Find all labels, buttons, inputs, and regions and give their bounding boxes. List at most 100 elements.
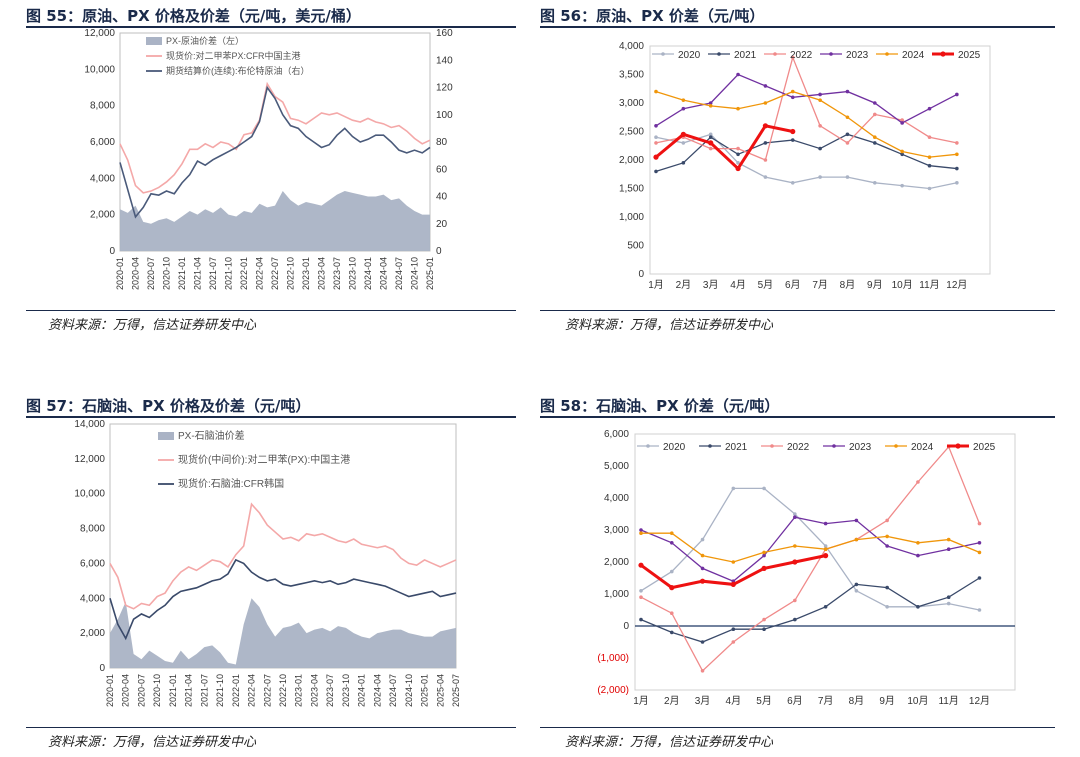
legend-marker [773,52,777,56]
series-point [955,152,959,157]
series-point [708,135,713,139]
x-tick-label: 2023-01 [294,674,304,707]
series-point [916,480,920,484]
legend-label: 2023 [849,442,872,453]
y-tick-label: 2,000 [604,557,629,568]
x-tick-label: 7月 [818,695,834,707]
series-point [977,576,982,580]
x-tick-label: 5月 [756,695,772,707]
chart-58-svg: (2,000) (1,000) 0 1,000 2,000 3,000 4,000 5,000… [597,429,1016,707]
source-rule-58 [540,727,1055,728]
series-point [763,141,768,145]
title-rule-57 [26,416,516,418]
x-tick-label: 11月 [938,695,958,707]
x-tick-label: 6月 [785,279,801,291]
series-point [736,152,740,157]
y-tick-label: 3,500 [619,70,644,81]
series-point [823,547,828,551]
series-line-2021 [640,577,980,643]
y-tick-label: 2,000 [80,628,105,639]
series-point [977,541,982,545]
x-tick-label: 11月 [919,279,939,291]
series-line-2023 [640,516,980,582]
series-point [708,132,713,137]
series-point [669,569,674,574]
y-tick-label: 8,000 [80,524,105,535]
source-rule-55 [26,310,516,311]
series-point [854,582,859,587]
series-line-2024 [641,532,980,563]
series-point [916,553,920,558]
series-point [873,181,877,185]
series-point [731,627,736,631]
series-point [681,141,686,145]
series-point [823,521,828,526]
series-point [900,118,904,122]
x-tick-label: 2020-10 [152,674,162,707]
y-tick-label: 12,000 [74,454,105,465]
series-point [762,123,769,129]
series-point [700,553,705,558]
y-tick-label: 2,000 [619,155,644,166]
series-point [654,141,658,145]
series-point [669,630,674,635]
series-point [916,605,920,609]
legend-label: PX-原油价差（左） [166,35,244,46]
x-tick-label: 2021-04 [184,674,194,707]
series-point [873,135,877,139]
y-tick-label: 3,000 [619,98,644,109]
x-tick-label: 2024-10 [410,257,420,290]
legend-swatch [158,432,174,440]
x-tick-label: 8月 [849,695,865,707]
series-point [731,486,736,491]
title-rule-56 [540,26,1055,28]
x-tick-label: 2024-04 [379,257,389,290]
series-area-0 [120,191,430,251]
y2-tick-label: 60 [436,164,448,175]
x-tick-label: 2024-01 [363,257,373,290]
series-point [736,106,740,111]
series-point [900,121,904,125]
series-point [731,640,736,644]
plot-frame [649,45,991,275]
legend-label: 现货价:对二甲苯PX:CFR中国主港 [166,50,301,61]
y-tick-label: 2,500 [619,127,644,138]
series-point [736,146,740,151]
y-tick-label: 4,000 [619,41,644,52]
series-point [793,598,797,603]
series-point [654,169,658,174]
y2-tick-label: 0 [436,246,442,257]
series-point [946,547,951,551]
legend-label: 2021 [734,50,757,61]
y-tick-label: 4,000 [604,493,629,504]
series-point [793,515,797,519]
x-tick-label: 2022-07 [262,674,272,707]
series-point [818,92,822,97]
series-point [873,112,877,117]
x-tick-label: 10月 [907,695,928,707]
legend-marker [708,444,712,448]
source-rule-56 [540,310,1055,311]
y-tick-label: 4,000 [90,173,115,184]
series-point [885,605,889,609]
series-line-2023 [655,73,958,127]
series-point [823,553,829,559]
source-note-55: 资料来源：万得，信达证券研发中心 [48,318,257,333]
x-tick-label: 2021-07 [199,674,209,707]
x-tick-label: 2024-10 [404,674,414,707]
series-point [763,101,768,105]
series-point [638,562,644,568]
series-point [762,486,766,491]
legend-label: 2020 [678,50,701,61]
series-line-1 [119,81,431,194]
series-line-2 [119,85,431,219]
y-tick-label: 6,000 [90,137,115,148]
x-tick-label: 2022-04 [247,674,257,707]
legend-marker [646,444,650,448]
series-point [818,124,822,128]
series-point [927,186,932,191]
x-tick-label: 1月 [633,695,649,707]
x-tick-label: 2023-10 [341,674,351,707]
series-point [823,605,828,609]
x-tick-label: 10月 [892,279,913,291]
